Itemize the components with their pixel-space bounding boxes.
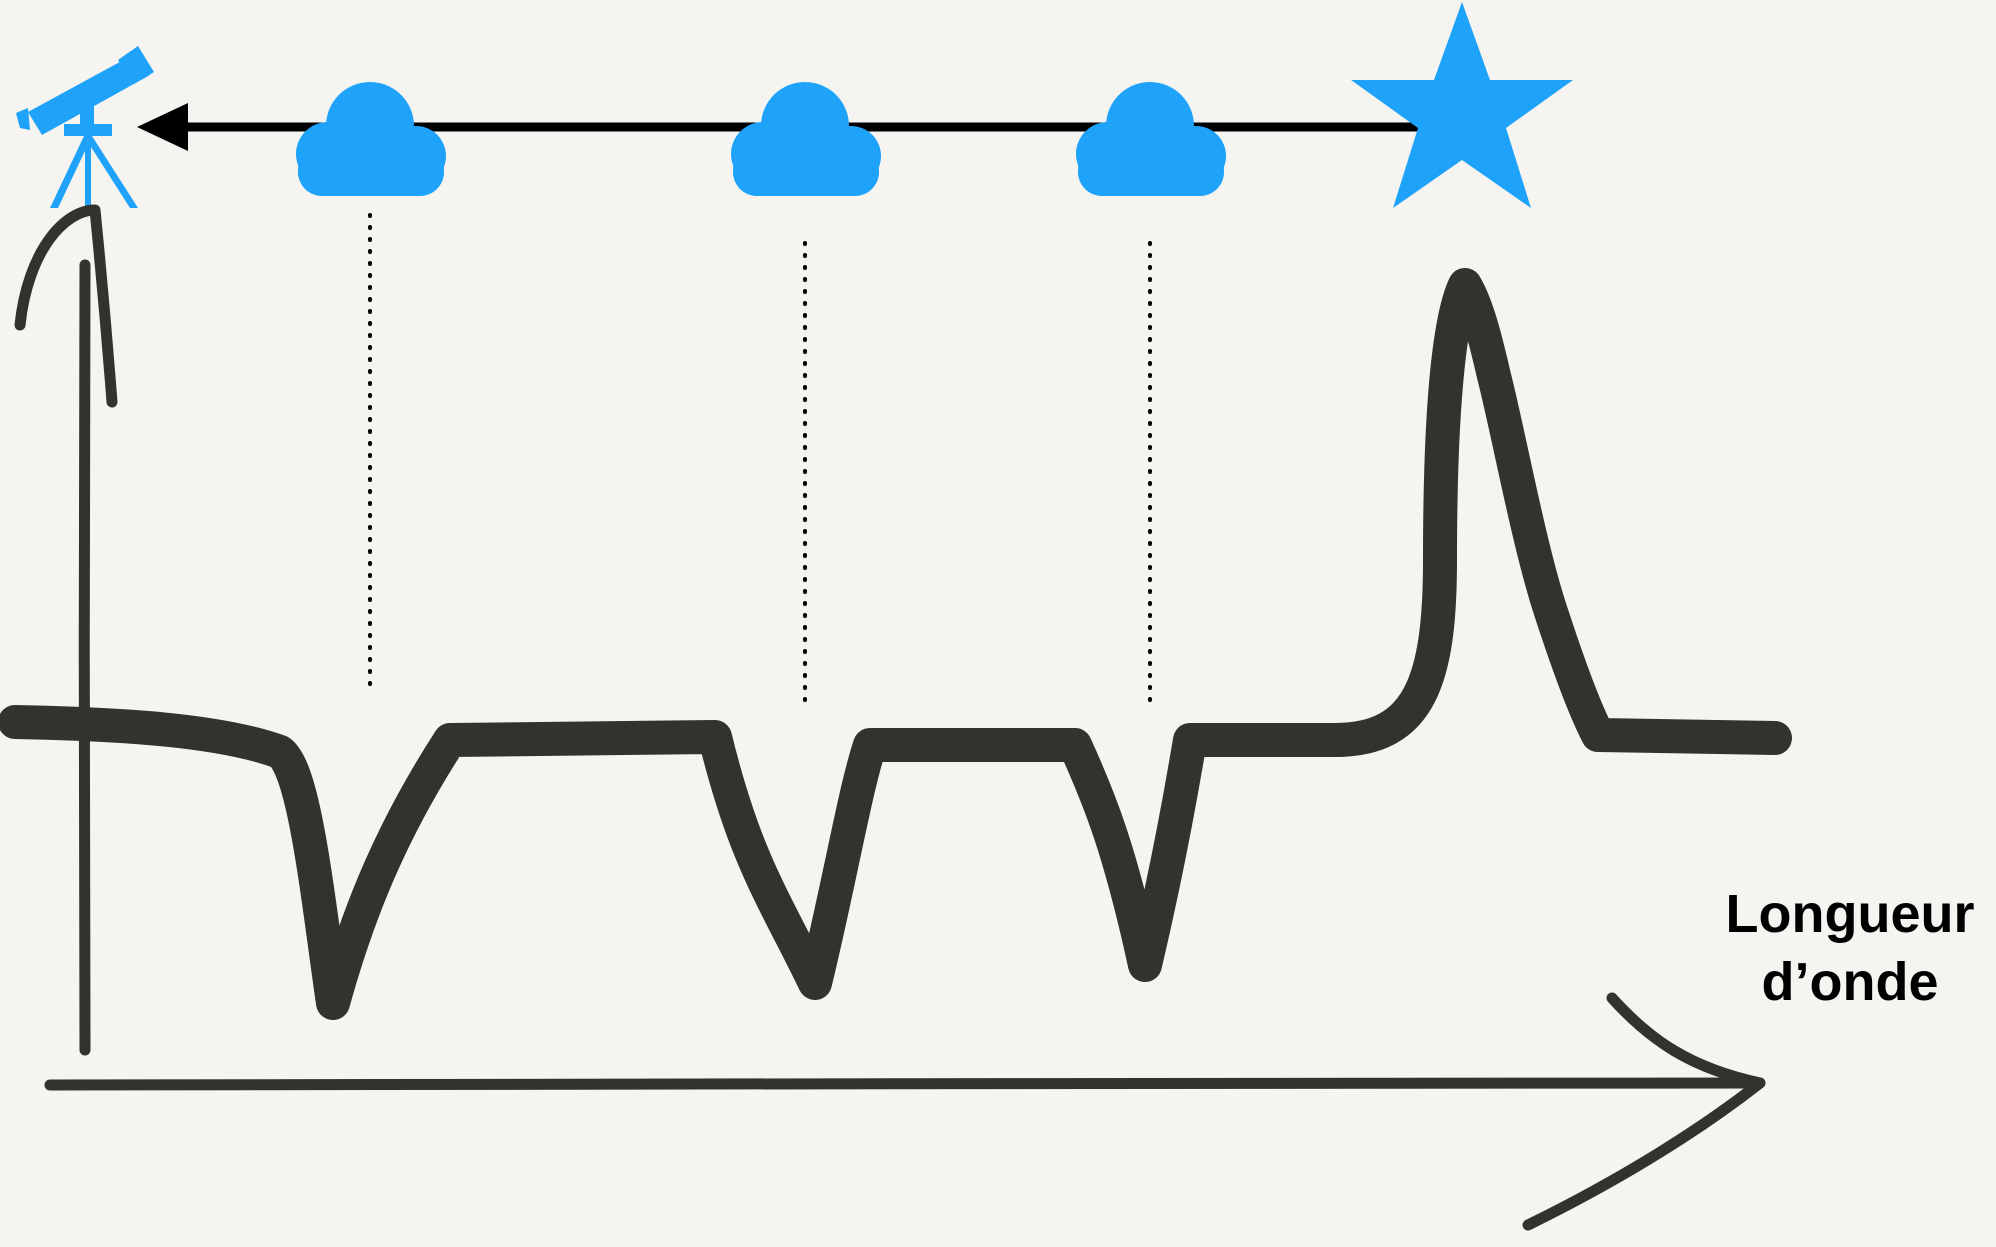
absorption-guide-lines bbox=[368, 213, 1152, 712]
star-icon bbox=[1351, 2, 1573, 208]
cloud-icon bbox=[296, 82, 446, 196]
x-axis-label-line2: d’onde bbox=[1761, 952, 1939, 1012]
x-axis-label-line1: Longueur bbox=[1725, 884, 1975, 944]
x-axis-label: Longueur d’onde bbox=[1660, 880, 1996, 1016]
x-axis bbox=[44, 992, 1766, 1231]
cloud-icon bbox=[1076, 82, 1226, 196]
telescope-icon bbox=[16, 46, 154, 208]
spectrum-curve bbox=[0, 268, 1792, 1020]
y-axis bbox=[14, 204, 118, 1056]
cloud-icon bbox=[731, 82, 881, 196]
